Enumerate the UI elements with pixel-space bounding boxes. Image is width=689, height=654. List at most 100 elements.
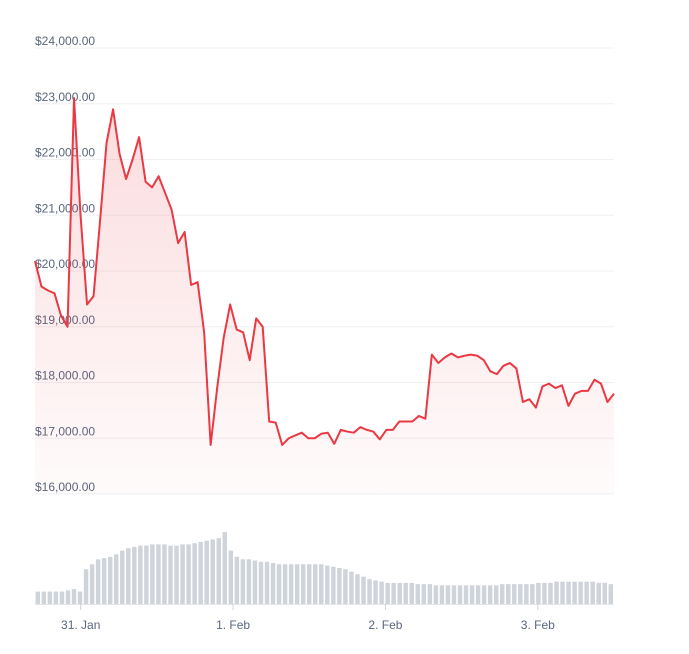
volume-bar xyxy=(120,550,125,604)
volume-bar xyxy=(367,579,372,604)
volume-bar xyxy=(114,554,119,604)
volume-bar xyxy=(319,564,324,604)
x-tick-label: 31. Jan xyxy=(61,618,100,632)
volume-bar xyxy=(542,582,547,604)
volume-bar xyxy=(47,591,53,604)
volume-bar xyxy=(500,584,505,604)
volume-bar xyxy=(228,550,234,604)
volume-bar xyxy=(596,582,601,604)
volume-bar xyxy=(560,581,565,604)
price-line xyxy=(34,97,615,446)
volume-bar xyxy=(89,564,95,604)
volume-bar xyxy=(288,564,294,604)
volume-bar xyxy=(578,581,583,604)
volume-bar xyxy=(481,585,487,604)
volume-bar xyxy=(427,584,433,604)
volume-bar xyxy=(294,564,300,604)
volume-bar xyxy=(536,582,541,604)
price-area-fill xyxy=(35,98,614,495)
volume-bar xyxy=(234,556,240,604)
volume-bar xyxy=(512,584,517,604)
volume-bar xyxy=(457,585,463,604)
volume-bar xyxy=(403,582,408,604)
volume-bar xyxy=(83,569,89,604)
volume-bar xyxy=(270,563,276,604)
volume-bar xyxy=(126,548,131,604)
volume-bar xyxy=(101,558,107,604)
volume-bar xyxy=(361,576,366,604)
volume-bar xyxy=(602,582,607,604)
volume-bar xyxy=(337,568,342,604)
volume-bar xyxy=(463,585,469,604)
volume-bar xyxy=(469,585,475,604)
volume-bar xyxy=(276,564,282,604)
price-area xyxy=(35,98,614,495)
volume-bar xyxy=(252,560,258,604)
volume-bar xyxy=(325,565,330,604)
volume-bar xyxy=(192,543,197,604)
volume-bar xyxy=(107,556,113,604)
volume-bar xyxy=(41,591,47,604)
volume-bar xyxy=(210,539,215,604)
volume-bar xyxy=(313,564,318,604)
volume-bar xyxy=(240,559,246,604)
volume-bar xyxy=(355,574,360,604)
volume-bar xyxy=(343,569,348,604)
x-tick-label: 2. Feb xyxy=(368,618,402,632)
volume-bar xyxy=(186,544,191,604)
volume-bar xyxy=(349,571,354,604)
volume-bar xyxy=(144,545,149,604)
y-tick-label: $23,000.00 xyxy=(35,90,95,104)
y-tick-label: $24,000.00 xyxy=(35,34,95,48)
volume-bar xyxy=(216,538,221,604)
volume-bar xyxy=(307,564,312,604)
volume-bar xyxy=(554,581,559,604)
volume-bar xyxy=(264,561,270,604)
volume-bar xyxy=(518,584,523,604)
volume-bar xyxy=(246,559,252,604)
y-tick-label: $22,000.00 xyxy=(35,146,95,160)
volume-bar xyxy=(421,584,427,604)
volume-bar xyxy=(397,582,402,604)
x-axis-ticks: 31. Jan 1. Feb 2. Feb 3. Feb xyxy=(61,604,555,632)
volume-bar xyxy=(373,580,378,604)
volume-bar xyxy=(445,585,451,604)
volume-bar xyxy=(530,584,535,604)
volume-bar xyxy=(391,582,396,604)
volume-bar xyxy=(168,545,173,604)
volume-bar xyxy=(77,591,83,604)
volume-bar xyxy=(65,590,71,604)
volume-bar xyxy=(331,566,336,604)
volume-bar xyxy=(59,591,65,604)
volume-bar xyxy=(608,584,613,604)
volume-bar xyxy=(53,591,59,604)
volume-bar xyxy=(415,584,420,604)
x-tick-label: 3. Feb xyxy=(521,618,555,632)
volume-bar xyxy=(71,589,77,604)
volume-bar xyxy=(95,559,101,604)
volume-bar xyxy=(35,591,41,604)
volume-bar xyxy=(475,585,481,604)
volume-bar xyxy=(180,544,185,604)
volume-bar xyxy=(150,544,155,604)
volume-bar xyxy=(132,546,137,604)
volume-bar xyxy=(138,545,143,604)
volume-bar xyxy=(572,581,577,604)
volume-bar xyxy=(566,581,571,604)
volume-bars xyxy=(35,532,613,604)
volume-bar xyxy=(300,564,306,604)
x-tick-label: 1. Feb xyxy=(216,618,250,632)
volume-bar xyxy=(282,564,288,604)
volume-bar xyxy=(198,541,203,604)
volume-bar xyxy=(222,532,227,604)
y-tick-label: $20,000.00 xyxy=(35,257,95,271)
y-tick-label: $21,000.00 xyxy=(35,201,95,215)
volume-bar xyxy=(409,582,414,604)
volume-bar xyxy=(156,544,161,604)
volume-bar xyxy=(524,584,529,604)
volume-bar xyxy=(204,540,209,604)
volume-bar xyxy=(487,585,493,604)
volume-bar xyxy=(174,545,179,604)
volume-bar xyxy=(385,582,390,604)
